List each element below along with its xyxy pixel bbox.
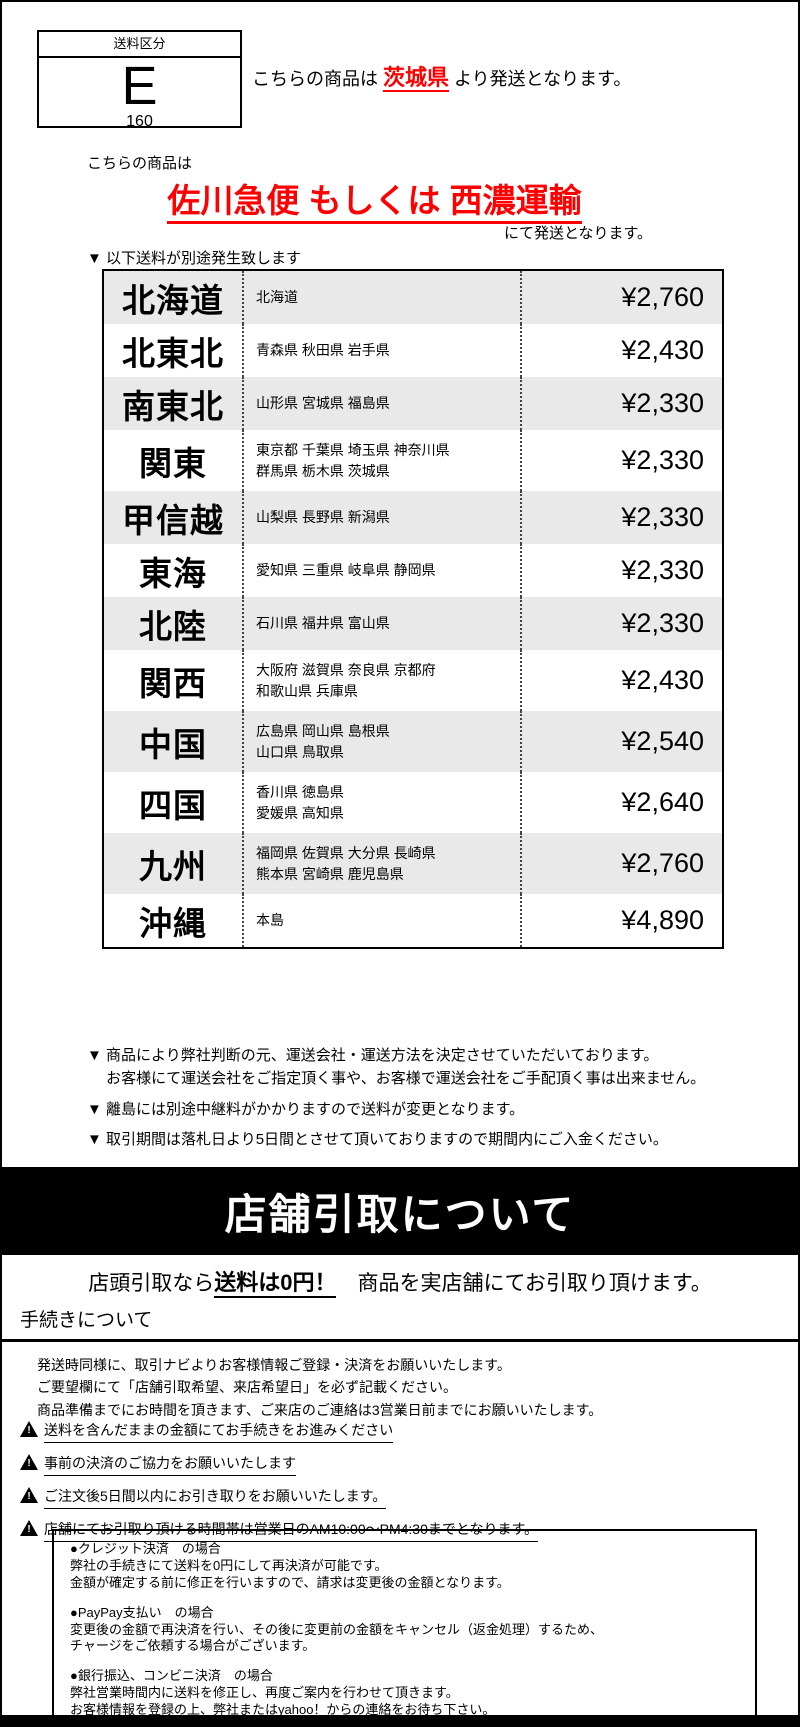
payment-section-paypay: ●PayPay支払い の場合 変更後の金額で再決済を行い、その後に変更前の金額を…: [70, 1605, 739, 1656]
region-prefectures: 青森県 秋田県 岩手県: [242, 324, 522, 377]
shipping-class-code: E: [121, 56, 158, 116]
origin-line: こちらの商品は 茨城県 より発送となります。: [252, 60, 631, 92]
region-prefectures: 山形県 宮城県 福島県: [242, 377, 522, 430]
table-row: 甲信越 山梨県 長野県 新潟県 ¥2,330: [104, 491, 722, 544]
region-price: ¥2,430: [621, 335, 704, 365]
shipping-class-box: 送料区分 E 160: [37, 30, 242, 130]
payment-methods-box: ●クレジット決済 の場合 弊社の手続きにて送料を0円にして再決済が可能です。 金…: [52, 1529, 757, 1725]
shipping-class-header: 送料区分: [39, 32, 240, 58]
bottom-black-bar: [2, 1715, 798, 1725]
region-name: 関西: [139, 664, 207, 702]
region-prefectures: 大阪府 滋賀県 奈良県 京都府 和歌山県 兵庫県: [242, 650, 522, 711]
region-name: 沖縄: [139, 904, 207, 942]
region-name: 北海道: [122, 281, 224, 319]
table-row: 関東 東京都 千葉県 埼玉県 神奈川県 群馬県 栃木県 茨城県 ¥2,330: [104, 430, 722, 491]
region-name: 南東北: [122, 387, 224, 425]
pickup-free-shipping: 送料は0円！: [214, 1270, 337, 1298]
warning-icon: !: [20, 1519, 38, 1536]
payment-section-body: 弊社の手続きにて送料を0円にして再決済が可能です。 金額が確定する前に修正を行い…: [70, 1557, 510, 1590]
region-name: 九州: [139, 847, 207, 885]
carrier-name-line: 佐川急便 もしくは 西濃運輸: [2, 174, 747, 224]
region-name: 東海: [139, 554, 207, 592]
region-price: ¥2,330: [621, 555, 704, 585]
warning-text: ご注文後5日間以内にお引き取りをお願いいたします。: [44, 1486, 387, 1509]
region-price: ¥2,430: [621, 665, 704, 695]
shipping-notes: ▼ 商品により弊社判断の元、運送会社・運送方法を決定させていただいております。 …: [87, 1044, 777, 1158]
warning-text: 送料を含んだままの金額にてお手続きをお進みください: [44, 1420, 394, 1443]
procedure-section-title: 手続きについて: [20, 1310, 153, 1331]
region-prefectures: 北海道: [242, 271, 522, 324]
carrier-name: 佐川急便 もしくは 西濃運輸: [167, 182, 582, 224]
region-price: ¥2,330: [621, 388, 704, 418]
origin-prefix: こちらの商品は: [252, 69, 384, 89]
table-row: 沖縄 本島 ¥4,890: [104, 894, 722, 947]
region-name: 北東北: [122, 334, 224, 372]
note-carrier-decision: ▼ 商品により弊社判断の元、運送会社・運送方法を決定させていただいております。 …: [87, 1047, 706, 1088]
warning-text: 事前の決済のご協力をお願いいたします: [44, 1453, 296, 1476]
region-prefectures: 本島: [242, 894, 522, 947]
fee-table-caption: ▼ 以下送料が別途発生致します: [87, 250, 302, 267]
region-price: ¥2,330: [621, 502, 704, 532]
region-price: ¥2,640: [621, 787, 704, 817]
region-prefectures: 福岡県 佐賀県 大分県 長崎県 熊本県 宮崎県 鹿児島県: [242, 833, 522, 894]
payment-section-title: ●クレジット決済 の場合: [70, 1541, 221, 1556]
table-row: 東海 愛知県 三重県 岐阜県 静岡県 ¥2,330: [104, 544, 722, 597]
pickup-warnings: ! 送料を含んだままの金額にてお手続きをお進みください ! 事前の決済のご協力を…: [20, 1420, 780, 1552]
payment-section-title: ●銀行振込、コンビニ決済 の場合: [70, 1668, 273, 1684]
origin-suffix: より発送となります。: [449, 69, 632, 89]
region-prefectures: 香川県 徳島県 愛媛県 高知県: [242, 772, 522, 833]
warning-icon: !: [20, 1486, 38, 1503]
region-price: ¥2,760: [621, 848, 704, 878]
region-name: 甲信越: [122, 501, 224, 539]
warning-item: ! 事前の決済のご協力をお願いいたします: [20, 1453, 780, 1476]
warning-icon: !: [20, 1420, 38, 1437]
store-pickup-banner: 店舗引取について: [2, 1167, 798, 1255]
region-prefectures: 愛知県 三重県 岐阜県 静岡県: [242, 544, 522, 597]
region-name: 四国: [139, 786, 207, 824]
table-row: 九州 福岡県 佐賀県 大分県 長崎県 熊本県 宮崎県 鹿児島県 ¥2,760: [104, 833, 722, 894]
table-row: 四国 香川県 徳島県 愛媛県 高知県 ¥2,640: [104, 772, 722, 833]
pickup-lead-prefix: 店頭引取なら: [88, 1272, 215, 1295]
region-price: ¥2,540: [621, 726, 704, 756]
table-row: 中国 広島県 岡山県 島根県 山口県 鳥取県 ¥2,540: [104, 711, 722, 772]
pickup-lead-suffix: 商品を実店舗にてお引取り頂けます。: [336, 1272, 712, 1295]
region-price: ¥2,330: [621, 445, 704, 475]
procedure-text: 発送時同様に、取引ナビよりお客様情報ご登録・決済をお願いいたします。 ご要望欄に…: [37, 1357, 603, 1418]
payment-section-title: ●PayPay支払い の場合: [70, 1604, 214, 1620]
region-price: ¥2,330: [621, 608, 704, 638]
note-remote-islands: ▼ 離島には別途中継料がかかりますので送料が変更となります。: [87, 1100, 525, 1118]
region-name: 中国: [139, 725, 207, 763]
region-price: ¥2,760: [621, 282, 704, 312]
shipping-class-size: 160: [126, 113, 153, 130]
warning-item: ! 送料を含んだままの金額にてお手続きをお進みください: [20, 1420, 780, 1443]
fee-table: 北海道 北海道 ¥2,760 北東北 青森県 秋田県 岩手県 ¥2,430 南東…: [102, 269, 724, 949]
payment-section-body: 変更後の金額で再決済を行い、その後に変更前の金額をキャンセル（返金処理）するため…: [70, 1621, 604, 1654]
table-row: 北東北 青森県 秋田県 岩手県 ¥2,430: [104, 324, 722, 377]
region-prefectures: 山梨県 長野県 新潟県: [242, 491, 522, 544]
payment-section-body: 弊社営業時間内に送料を修正し、再度ご案内を行わせて頂きます。 お客様情報を登録の…: [70, 1685, 496, 1718]
table-row: 関西 大阪府 滋賀県 奈良県 京都府 和歌山県 兵庫県 ¥2,430: [104, 650, 722, 711]
note-payment-period: ▼ 取引期間は落札日より5日間とさせて頂いておりますので期間内にご入金ください。: [87, 1130, 668, 1148]
table-row: 北陸 石川県 福井県 富山県 ¥2,330: [104, 597, 722, 650]
payment-section-credit: ●クレジット決済 の場合 弊社の手続きにて送料を0円にして再決済が可能です。 金…: [70, 1541, 739, 1592]
table-row: 南東北 山形県 宮城県 福島県 ¥2,330: [104, 377, 722, 430]
store-pickup-banner-title: 店舗引取について: [224, 1190, 576, 1238]
region-prefectures: 石川県 福井県 富山県: [242, 597, 522, 650]
region-prefectures: 広島県 岡山県 島根県 山口県 鳥取県: [242, 711, 522, 772]
warning-item: ! ご注文後5日間以内にお引き取りをお願いいたします。: [20, 1486, 780, 1509]
carrier-tail: にて発送となります。: [503, 225, 652, 242]
region-price: ¥4,890: [621, 905, 704, 935]
pickup-lead-line: 店頭引取なら送料は0円！ 商品を実店舗にてお引取り頂けます。: [2, 1265, 798, 1298]
section-divider: [2, 1339, 798, 1342]
payment-section-bank: ●銀行振込、コンビニ決済 の場合 弊社営業時間内に送料を修正し、再度ご案内を行わ…: [70, 1668, 739, 1719]
region-prefectures: 東京都 千葉県 埼玉県 神奈川県 群馬県 栃木県 茨城県: [242, 430, 522, 491]
region-name: 北陸: [139, 607, 207, 645]
region-name: 関東: [139, 444, 207, 482]
table-row: 北海道 北海道 ¥2,760: [104, 271, 722, 324]
carrier-lead: こちらの商品は: [87, 155, 193, 172]
origin-prefecture: 茨城県: [383, 65, 450, 92]
warning-icon: !: [20, 1453, 38, 1470]
